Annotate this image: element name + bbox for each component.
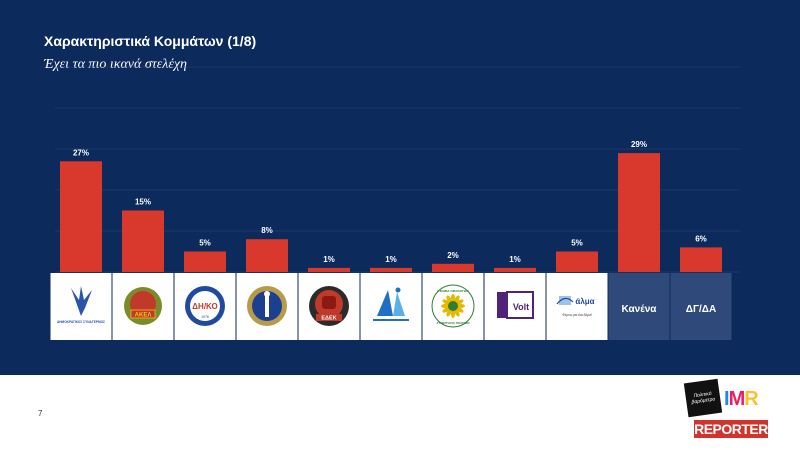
page-number: 7 [38, 409, 43, 418]
logo-year: 1976 [201, 315, 209, 319]
bar-chart: 27% 15% 5% 8% 1% 1% 2% 1% 5% 29% 6% ΔΗΜΟΚΡΑΤΙΚΟΣ ΣΥ… [50, 66, 740, 340]
dipa-emblem-icon [247, 286, 287, 326]
category-tile-logo: ΑΚΕΛ [112, 273, 174, 340]
ribbon [130, 309, 156, 319]
data-label-5: 1% [323, 255, 335, 264]
logo-caption: ΑΚΕΛ [135, 313, 152, 319]
bar-9 [556, 251, 598, 272]
category-tile-logo: ΔΗ/ΚΟ 1976 [174, 273, 236, 340]
tile-background [546, 273, 608, 340]
data-label-9: 5% [571, 239, 583, 248]
disy-phoenix-icon: ΔΗΜΟΚΡΑΤΙΚΟΣ ΣΥΝΑΓΕΡΜΟΣ [57, 286, 105, 324]
triangle-left [377, 290, 393, 316]
logo-caption: άλμα [575, 297, 594, 306]
data-label-11: 6% [695, 234, 707, 243]
edek-fist-icon: ΕΔΕΚ [309, 286, 349, 326]
torch [265, 295, 269, 317]
logo-subcaption: Φέρνω για ένα Άλμα! [562, 313, 592, 317]
logo-caption: Volt [513, 302, 529, 312]
petal [442, 307, 450, 313]
bar-1 [60, 161, 102, 272]
reporter-logo: REPORTER [694, 420, 768, 438]
data-label-4: 8% [261, 226, 273, 235]
petal [446, 309, 452, 317]
data-label-7: 2% [447, 251, 459, 260]
volt-logo-icon: Volt [497, 291, 534, 319]
category-tile-logo: Volt [484, 273, 546, 340]
imr-letter: R [744, 388, 758, 410]
category-tile-text: Κανένα [608, 273, 670, 340]
tile-background [670, 273, 732, 340]
bar-11 [680, 247, 722, 272]
kinima-sunflower-icon: ΚΙΝΗΜΑ ΟΙΚΟΛΟΓΩΝ ΣΥΝΕΡΓΑΣΙΑ ΠΟΛΙΤΩΝ [431, 284, 475, 328]
bar-7 [432, 263, 474, 272]
imr-logo-text: IMR [724, 388, 759, 411]
category-tile-text: ΔΓ/ΔΑ [670, 273, 732, 340]
data-label-1: 27% [73, 148, 89, 157]
petal [451, 310, 455, 318]
volt-frame [506, 291, 534, 319]
petal [454, 295, 460, 303]
bar-6 [370, 267, 412, 272]
category-tile-logo: ΚΙΝΗΜΑ ΟΙΚΟΛΟΓΩΝ ΣΥΝΕΡΓΑΣΙΑ ΠΟΛΙΤΩΝ [422, 273, 484, 340]
brand-logos: Πολιτικό βαρόμετρο IMR REPORTER [683, 378, 770, 442]
page-subtitle: Έχει τα πιο ικανά στελέχη [44, 57, 187, 72]
flower-center [448, 301, 458, 311]
bar-8 [494, 267, 536, 272]
data-label-6: 1% [385, 255, 397, 264]
flame [264, 291, 270, 297]
text-ring [431, 284, 475, 328]
triangle-right [393, 292, 405, 316]
alma-logo-icon: άλμα Φέρνω για ένα Άλμα! [556, 296, 595, 317]
caption-line [373, 319, 409, 321]
category-tile-logo: άλμα Φέρνω για ένα Άλμα! [546, 273, 608, 340]
diko-emblem-icon: ΔΗ/ΚΟ 1976 [185, 286, 225, 326]
logo-subcaption: ΣΥΝΕΡΓΑΣΙΑ ΠΟΛΙΤΩΝ [437, 321, 470, 325]
imr-letter: I [724, 388, 729, 410]
category-label: ΔΓ/ΔΑ [686, 304, 716, 315]
page-title: Χαρακτηριστικά Κομμάτων (1/8) [44, 33, 257, 49]
data-label-8: 1% [509, 255, 521, 264]
logo-caption: ΔΗ/ΚΟ [192, 302, 217, 311]
data-label-3: 5% [199, 239, 211, 248]
logo-caption: ΕΔΕΚ [321, 316, 336, 322]
bar-4 [246, 239, 288, 272]
imr-logo: IMR [724, 388, 759, 411]
petal [457, 304, 465, 308]
figure-head [395, 287, 401, 293]
category-tile-logo: ΔΗΜΟΚΡΑΤΙΚΟΣ ΣΥΝΑΓΕΡΜΟΣ [50, 273, 112, 340]
petal [446, 295, 452, 303]
elam-figure-icon [373, 287, 409, 321]
politiko-varometro-logo: Πολιτικό βαρόμετρο [683, 378, 723, 418]
logo-caption: ΚΙΝΗΜΑ ΟΙΚΟΛΟΓΩΝ [438, 289, 469, 293]
logo-caption: ΔΗΜΟΚΡΑΤΙΚΟΣ ΣΥΝΑΓΕΡΜΟΣ [57, 320, 105, 324]
chart-gridlines [55, 66, 740, 273]
bar-10 [618, 153, 660, 272]
category-label: Κανένα [622, 304, 658, 315]
imr-letter: M [728, 388, 746, 410]
phoenix-shape [71, 286, 92, 316]
petal [442, 299, 450, 305]
alma-swoosh [556, 297, 574, 305]
label-bar [316, 314, 342, 321]
petal [454, 309, 460, 317]
petal [456, 299, 464, 305]
fist [322, 296, 336, 309]
akel-emblem-icon: ΑΚΕΛ [124, 287, 162, 325]
bar-5 [308, 267, 350, 272]
category-tile-logo [236, 273, 298, 340]
bar-2 [122, 210, 164, 272]
category-tile-logo [360, 273, 422, 340]
alma-shape [559, 296, 571, 305]
petal [451, 294, 455, 302]
data-label-2: 15% [135, 198, 151, 207]
petal [456, 307, 464, 313]
petal [441, 304, 449, 308]
data-label-10: 29% [631, 140, 647, 149]
volt-bar [497, 292, 507, 318]
bar-3 [184, 251, 226, 272]
tile-background [608, 273, 670, 340]
inner-ring [190, 291, 220, 321]
category-tile-logo: ΕΔΕΚ [298, 273, 360, 340]
